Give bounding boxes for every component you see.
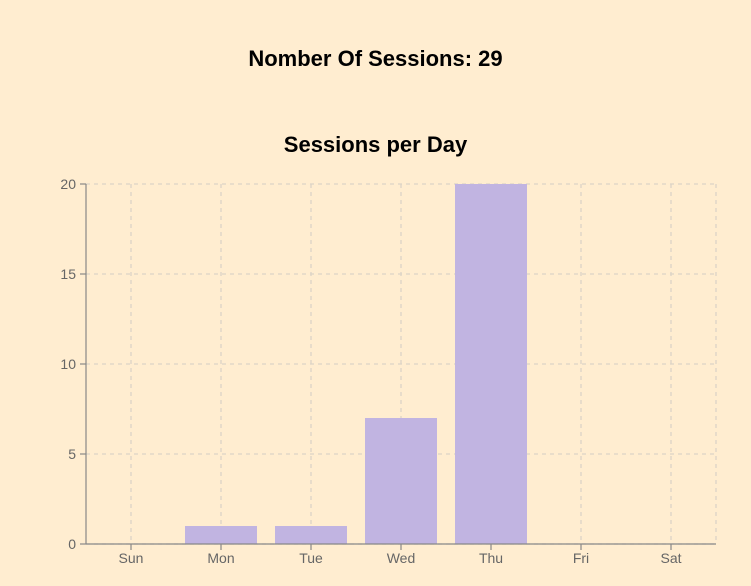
bar-tue (275, 526, 347, 544)
y-tick-label: 5 (68, 446, 76, 462)
y-tick-label: 0 (68, 536, 76, 552)
axis-layer: 0 5 10 15 20 Sun Mon Tue Wed Thu Fri Sat (60, 176, 716, 566)
bar-layer (185, 184, 527, 544)
x-tick-label-sun: Sun (119, 550, 144, 566)
x-tick-label-sat: Sat (660, 550, 681, 566)
bar-wed (365, 418, 437, 544)
bar-mon (185, 526, 257, 544)
y-tick-label: 15 (60, 266, 76, 282)
y-tick-label: 10 (60, 356, 76, 372)
chart-title: Sessions per Day (283, 132, 468, 157)
bar-thu (455, 184, 527, 544)
x-tick-label-thu: Thu (479, 550, 503, 566)
x-tick-label-fri: Fri (573, 550, 589, 566)
y-tick-label: 20 (60, 176, 76, 192)
x-tick-label-mon: Mon (207, 550, 234, 566)
sessions-total-heading: Nomber Of Sessions: 29 (248, 46, 503, 71)
x-tick-label-wed: Wed (387, 550, 416, 566)
x-tick-label-tue: Tue (299, 550, 323, 566)
